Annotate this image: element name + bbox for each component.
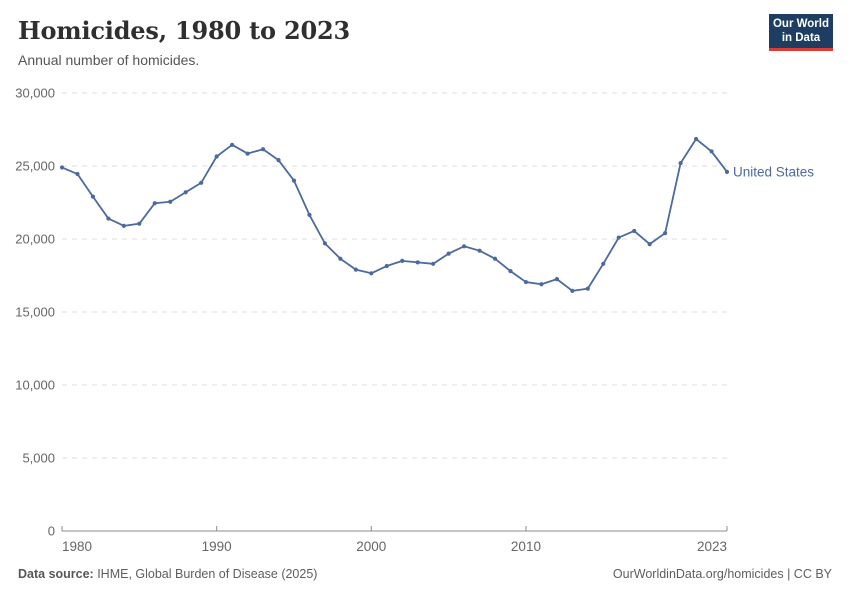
- data-point[interactable]: [724, 169, 730, 174]
- x-axis-tick-label: 2010: [511, 539, 541, 554]
- owid-logo-line1: Our World: [772, 18, 829, 30]
- data-point[interactable]: [477, 248, 482, 253]
- data-point[interactable]: [199, 180, 204, 185]
- data-point[interactable]: [307, 212, 312, 218]
- y-axis-tick-label: 0: [48, 524, 55, 539]
- data-point[interactable]: [214, 154, 219, 159]
- x-axis-tick-label: 2023: [697, 539, 727, 554]
- data-source-text: IHME, Global Burden of Disease (2025): [93, 567, 318, 581]
- y-axis-tick-label: 20,000: [15, 232, 55, 247]
- y-axis-tick-label: 5,000: [22, 451, 55, 466]
- page-title: Homicides, 1980 to 2023: [18, 16, 350, 45]
- attribution-link[interactable]: OurWorldinData.org/homicides | CC BY: [612, 567, 832, 581]
- data-point[interactable]: [601, 261, 606, 266]
- data-point[interactable]: [678, 160, 683, 166]
- data-point[interactable]: [446, 251, 451, 256]
- y-axis-tick-label: 25,000: [15, 159, 55, 174]
- data-point[interactable]: [570, 288, 575, 293]
- data-point[interactable]: [59, 165, 65, 170]
- data-point[interactable]: [523, 279, 529, 285]
- data-point[interactable]: [322, 241, 328, 246]
- y-axis-tick-label: 30,000: [15, 86, 55, 101]
- data-point[interactable]: [183, 190, 188, 195]
- data-point[interactable]: [353, 267, 358, 272]
- data-point[interactable]: [554, 277, 559, 282]
- data-point[interactable]: [106, 216, 111, 221]
- data-point[interactable]: [260, 147, 266, 152]
- data-point[interactable]: [369, 271, 374, 276]
- data-point[interactable]: [168, 199, 173, 204]
- x-axis-tick-label: 2000: [356, 539, 386, 554]
- series-line[interactable]: [61, 138, 728, 292]
- data-point[interactable]: [539, 282, 544, 287]
- data-point[interactable]: [632, 228, 637, 234]
- data-point[interactable]: [647, 242, 652, 247]
- data-point[interactable]: [137, 221, 142, 226]
- data-point[interactable]: [245, 151, 250, 156]
- data-point[interactable]: [461, 244, 467, 249]
- data-point[interactable]: [492, 256, 498, 261]
- owid-logo-line2: in Data: [781, 31, 821, 44]
- data-point[interactable]: [693, 136, 699, 142]
- data-point[interactable]: [663, 231, 668, 236]
- chart-subtitle: Annual number of homicides.: [18, 52, 200, 68]
- x-axis-tick-label: 1990: [202, 539, 232, 554]
- y-axis-tick-label: 15,000: [15, 305, 55, 320]
- y-axis-tick-label: 10,000: [15, 378, 55, 393]
- data-source-label: Data source:: [18, 567, 94, 581]
- data-point[interactable]: [75, 171, 80, 177]
- data-point[interactable]: [90, 194, 96, 199]
- data-point[interactable]: [616, 235, 621, 240]
- data-point[interactable]: [709, 149, 714, 154]
- data-point[interactable]: [152, 201, 157, 206]
- data-point[interactable]: [384, 263, 389, 269]
- data-point[interactable]: [338, 256, 343, 261]
- data-point[interactable]: [121, 223, 126, 228]
- chart-footer: Data source: IHME, Global Burden of Dise…: [18, 567, 832, 581]
- data-point[interactable]: [400, 258, 405, 263]
- data-point[interactable]: [585, 286, 590, 291]
- x-axis-tick-label: 1980: [62, 539, 92, 554]
- data-point[interactable]: [508, 269, 513, 274]
- data-point[interactable]: [431, 261, 436, 266]
- data-point[interactable]: [276, 158, 281, 163]
- entity-label[interactable]: United States: [733, 164, 814, 179]
- data-point[interactable]: [230, 142, 235, 147]
- owid-logo[interactable]: Our World in Data: [769, 14, 833, 51]
- data-source: Data source: IHME, Global Burden of Dise…: [18, 567, 317, 581]
- data-point[interactable]: [415, 260, 420, 265]
- data-point[interactable]: [291, 178, 297, 183]
